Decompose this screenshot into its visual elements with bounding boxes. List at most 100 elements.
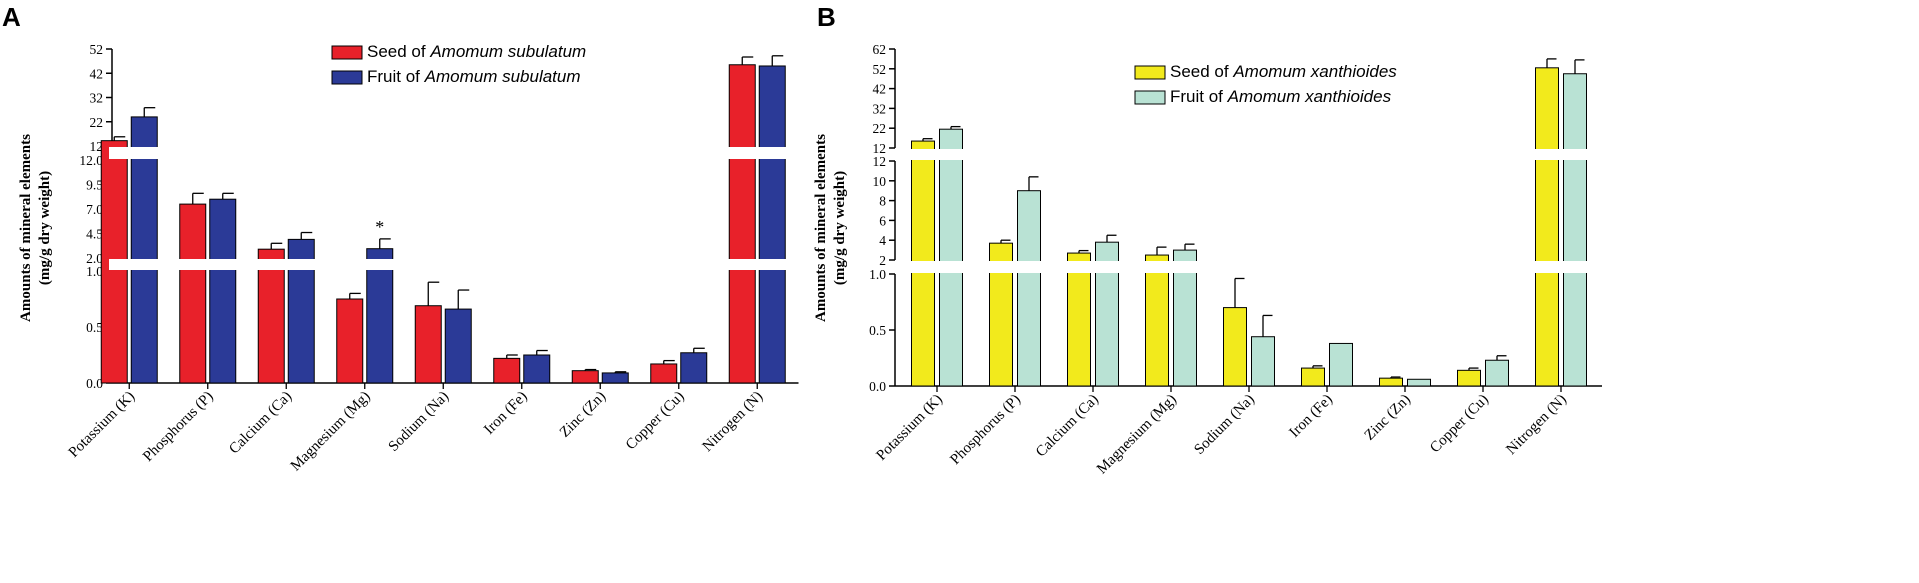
panel-a-bar bbox=[493, 357, 521, 384]
panel-a-x-tick-label: Nitrogen (N) bbox=[700, 389, 766, 455]
panel-a-legend-label: Fruit of Amomum subulatum bbox=[367, 67, 581, 86]
panel-b-y-axis-label-line2: (mg/g dry weight) bbox=[832, 171, 848, 285]
panel-b-y-tick-label: 12 bbox=[873, 141, 887, 156]
panel-b-bar bbox=[1485, 359, 1509, 387]
panel-b-bar bbox=[1301, 367, 1325, 387]
panel-b-y-tick-label: 10 bbox=[873, 174, 887, 189]
panel-b-y-tick-label: 32 bbox=[873, 101, 887, 116]
panel-a-y-tick-label: 12 bbox=[90, 139, 104, 154]
panel-b-y-tick-label: 6 bbox=[879, 213, 886, 228]
panel-a-y-tick-label: 1.0 bbox=[86, 264, 103, 279]
panel-a-y-tick-label: 0.0 bbox=[86, 376, 103, 391]
panel-b-x-tick-label: Nitrogen (N) bbox=[1503, 392, 1569, 458]
panel-b-bar bbox=[1251, 336, 1275, 387]
panel-a-bar bbox=[444, 308, 472, 384]
panel-b-legend-swatch bbox=[1134, 90, 1166, 105]
panel-b-legend-label: Seed of Amomum xanthioides bbox=[1170, 62, 1397, 81]
panel-b-bar bbox=[1223, 307, 1247, 387]
panel-a-legend-species: Amomum subulatum bbox=[429, 42, 586, 61]
panel-b-x-tick-label: Copper (Cu) bbox=[1427, 392, 1492, 457]
panel-a-y-tick-label: 7.0 bbox=[86, 202, 103, 217]
panel-b-y-tick-label: 1.0 bbox=[869, 267, 886, 282]
panel-b-y-tick-label: 2 bbox=[879, 253, 886, 268]
panel-a-y-tick-label: 22 bbox=[90, 115, 104, 130]
panel-a-bar bbox=[179, 203, 207, 384]
panel-b-legend-swatch bbox=[1134, 65, 1166, 80]
panel-a-significance-mark: * bbox=[375, 217, 384, 237]
panel-a-y-tick-label: 32 bbox=[90, 91, 104, 106]
panel-a-bar bbox=[209, 198, 237, 384]
panel-b-bar bbox=[1457, 369, 1481, 387]
panel-a-legend-swatch bbox=[331, 45, 363, 60]
panel-a-legend-prefix: Seed of bbox=[367, 42, 430, 61]
panel-a-bar bbox=[571, 370, 599, 384]
panel-a-bar bbox=[336, 298, 364, 384]
panel-a-x-tick-label: Zinc (Zn) bbox=[557, 389, 609, 441]
panel-b-x-tick-label: Magnesium (Mg) bbox=[1094, 392, 1180, 478]
panel-a-axis-break bbox=[109, 147, 802, 159]
panel-b-bar bbox=[1563, 73, 1587, 387]
panel-a-legend-swatch bbox=[331, 70, 363, 85]
panel-a-x-tick-label: Iron (Fe) bbox=[481, 389, 530, 438]
panel-b-axis-break bbox=[892, 149, 1605, 160]
panel-a-y-axis-label-line1: Amounts of mineral elements bbox=[18, 134, 34, 322]
panel-b-x-tick-label: Potassium (K) bbox=[874, 392, 946, 464]
panel-a-x-tick-label: Sodium (Na) bbox=[386, 389, 452, 455]
panel-a-y-tick-label: 52 bbox=[90, 42, 104, 57]
panel-a-legend-label: Seed of Amomum subulatum bbox=[367, 42, 586, 61]
panel-a-bar bbox=[523, 354, 551, 384]
panel-a-bar bbox=[130, 116, 158, 384]
panel-a-legend-species: Amomum subulatum bbox=[424, 67, 581, 86]
panel-a-y-tick-label: 4.5 bbox=[86, 227, 103, 242]
panel-a-bar bbox=[680, 352, 708, 384]
panel-a-bar bbox=[601, 372, 629, 384]
panel-a-y-axis-label: Amounts of mineral elements (mg/g dry wei… bbox=[18, 134, 53, 322]
panel-b-bar bbox=[1067, 252, 1091, 387]
panel-a-letter: A bbox=[2, 2, 21, 32]
panel-a-chart: 0.0 0.5 1.02.0 4.5 7.0 9.5 12.012 22 32 42 52 Potas… bbox=[18, 42, 802, 474]
panel-b-y-axis-label-line1: Amounts of mineral elements bbox=[813, 134, 829, 322]
panel-b-legend-prefix: Fruit of bbox=[1170, 87, 1228, 106]
panel-a-y-tick-label: 0.5 bbox=[86, 320, 103, 335]
panel-b-legend-label: Fruit of Amomum xanthioides bbox=[1170, 87, 1392, 106]
panel-a-x-tick-label: Copper (Cu) bbox=[623, 389, 688, 454]
panel-b-x-tick-label: Sodium (Na) bbox=[1191, 392, 1257, 458]
panel-b-y-tick-label: 42 bbox=[873, 82, 887, 97]
panel-b-y-tick-label: 62 bbox=[873, 42, 887, 57]
panel-b-bar bbox=[939, 128, 963, 387]
panel-b-y-tick-label: 0.5 bbox=[869, 323, 886, 338]
panel-b-y-tick-label: 22 bbox=[873, 121, 887, 136]
panel-a-bar bbox=[728, 64, 756, 384]
panel-b-legend-species: Amomum xanthioides bbox=[1232, 62, 1397, 81]
panel-a-y-tick-label: 9.5 bbox=[86, 178, 103, 193]
panel-a-x-tick-label: Potassium (K) bbox=[66, 389, 138, 461]
panel-b-bar bbox=[1017, 190, 1041, 387]
panel-b-bar bbox=[1379, 377, 1403, 387]
panel-b-legend-species: Amomum xanthioides bbox=[1227, 87, 1392, 106]
panel-b-x-tick-label: Calcium (Ca) bbox=[1033, 392, 1102, 461]
panel-b-axis-break bbox=[892, 261, 1605, 273]
panel-a-y-axis-label-line2: (mg/g dry weight) bbox=[37, 171, 53, 285]
panel-a-axis-break bbox=[109, 259, 802, 270]
panel-b-y-tick-label: 4 bbox=[879, 233, 886, 248]
panel-a-legend-prefix: Fruit of bbox=[367, 67, 425, 86]
panel-b-y-axis-label: Amounts of mineral elements (mg/g dry wei… bbox=[813, 134, 848, 322]
panel-a-x-tick-label: Calcium (Ca) bbox=[226, 389, 295, 458]
panel-b-x-tick-label: Zinc (Zn) bbox=[1362, 392, 1414, 444]
panel-a-y-tick-label: 12.0 bbox=[79, 153, 103, 168]
panel-a-bar bbox=[650, 363, 678, 384]
panel-b-y-tick-label: 12 bbox=[873, 154, 887, 169]
panel-b-y-tick-label: 8 bbox=[879, 194, 886, 209]
panel-a-y-tick-label: 2.0 bbox=[86, 251, 103, 266]
panel-b-legend-prefix: Seed of bbox=[1170, 62, 1233, 81]
panel-b-x-tick-label: Phosphorus (P) bbox=[947, 392, 1023, 468]
panel-a-x-tick-label: Phosphorus (P) bbox=[140, 389, 216, 465]
panel-b-bar bbox=[1329, 342, 1353, 387]
panel-a-bar bbox=[414, 305, 442, 384]
panel-b-y-tick-label: 52 bbox=[873, 62, 887, 77]
panel-a-y-tick-label: 42 bbox=[90, 66, 104, 81]
